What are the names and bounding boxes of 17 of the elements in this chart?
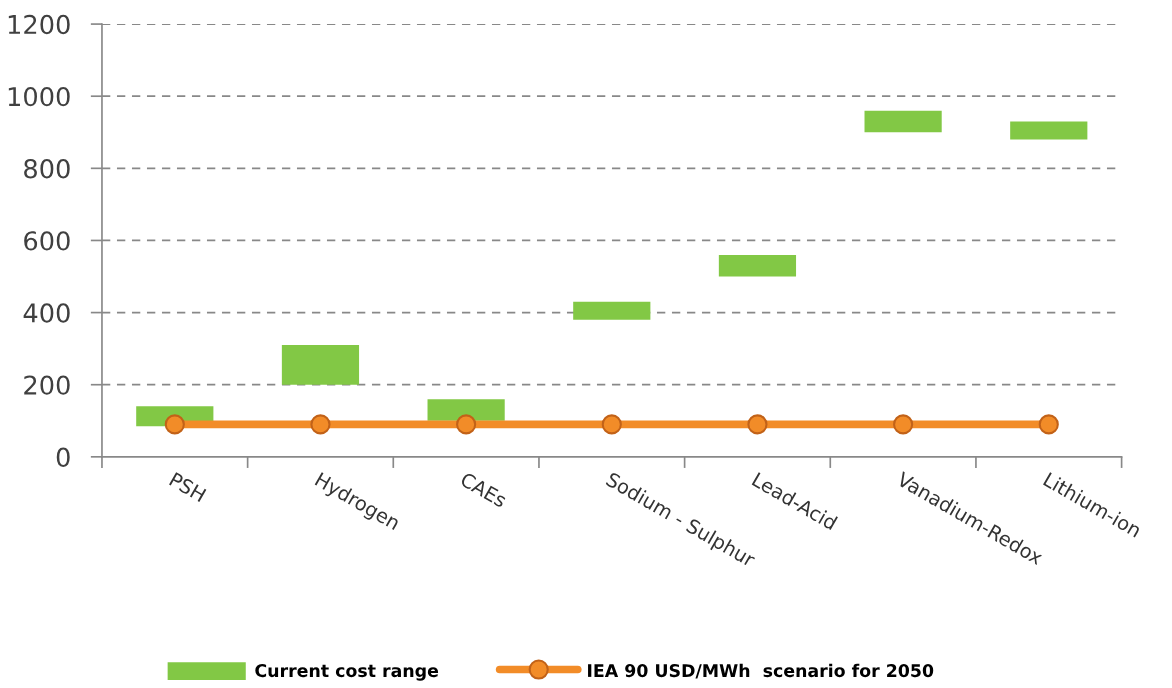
y-tick-label: 800 (24, 159, 70, 179)
y-tick-label: 1200 (8, 14, 70, 35)
y-tick-label: 0 (56, 447, 70, 467)
bar (427, 399, 505, 421)
x-tick-label: PSH (168, 471, 207, 503)
bar (864, 110, 942, 133)
bar (1010, 121, 1088, 140)
bar (573, 301, 651, 320)
y-tick-label: 1000 (8, 86, 70, 107)
y-tick-label: 400 (23, 303, 70, 323)
y-tick-label: 200 (24, 375, 70, 395)
bar (718, 254, 797, 277)
x-tick-label: CAEs (459, 471, 508, 508)
bar (281, 345, 360, 385)
y-tick-label: 600 (24, 231, 70, 251)
legend-label: Current cost range (255, 664, 439, 681)
legend-label: IEA 90 USD/MWh scenario for 2050 (588, 663, 934, 679)
